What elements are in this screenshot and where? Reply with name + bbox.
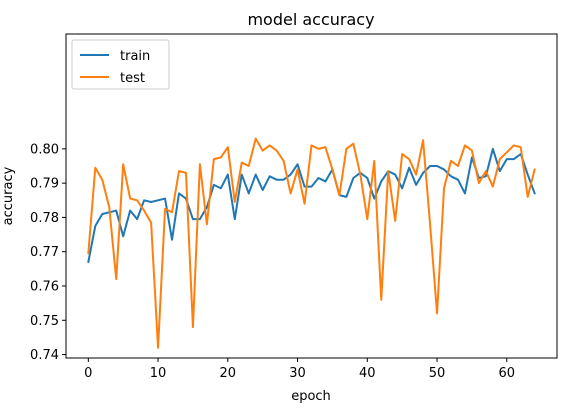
y-tick-label: 0.78 [30,211,59,226]
series-line-train [87,147,536,263]
legend-train-label: train [120,49,150,64]
y-tick-label: 0.77 [30,245,59,260]
y-tick-label: 0.76 [30,280,59,295]
x-tick-label: 60 [499,366,516,381]
legend: train test [71,39,170,90]
x-tick-label: 0 [84,366,92,381]
y-tick-label: 0.75 [30,314,59,329]
x-axis-ticks: 0 10 20 30 40 50 60 [84,358,515,381]
x-axis-label: epoch [291,389,331,404]
x-tick-label: 40 [359,366,376,381]
y-tick-label: 0.74 [30,348,59,363]
y-tick-label: 0.79 [30,177,59,192]
x-tick-label: 10 [150,366,167,381]
series-layer [87,137,536,349]
y-tick-label: 0.80 [30,142,59,157]
x-tick-label: 30 [289,366,306,381]
legend-test-label: test [120,71,145,86]
x-tick-label: 50 [429,366,446,381]
series-line-test [87,137,536,349]
chart-title: model accuracy [247,10,374,29]
y-axis-label: accuracy [1,166,16,225]
y-axis-ticks: 0.74 0.75 0.76 0.77 0.78 0.79 0.80 [30,142,66,363]
x-tick-label: 20 [220,366,237,381]
plot-area-frame [65,33,558,359]
